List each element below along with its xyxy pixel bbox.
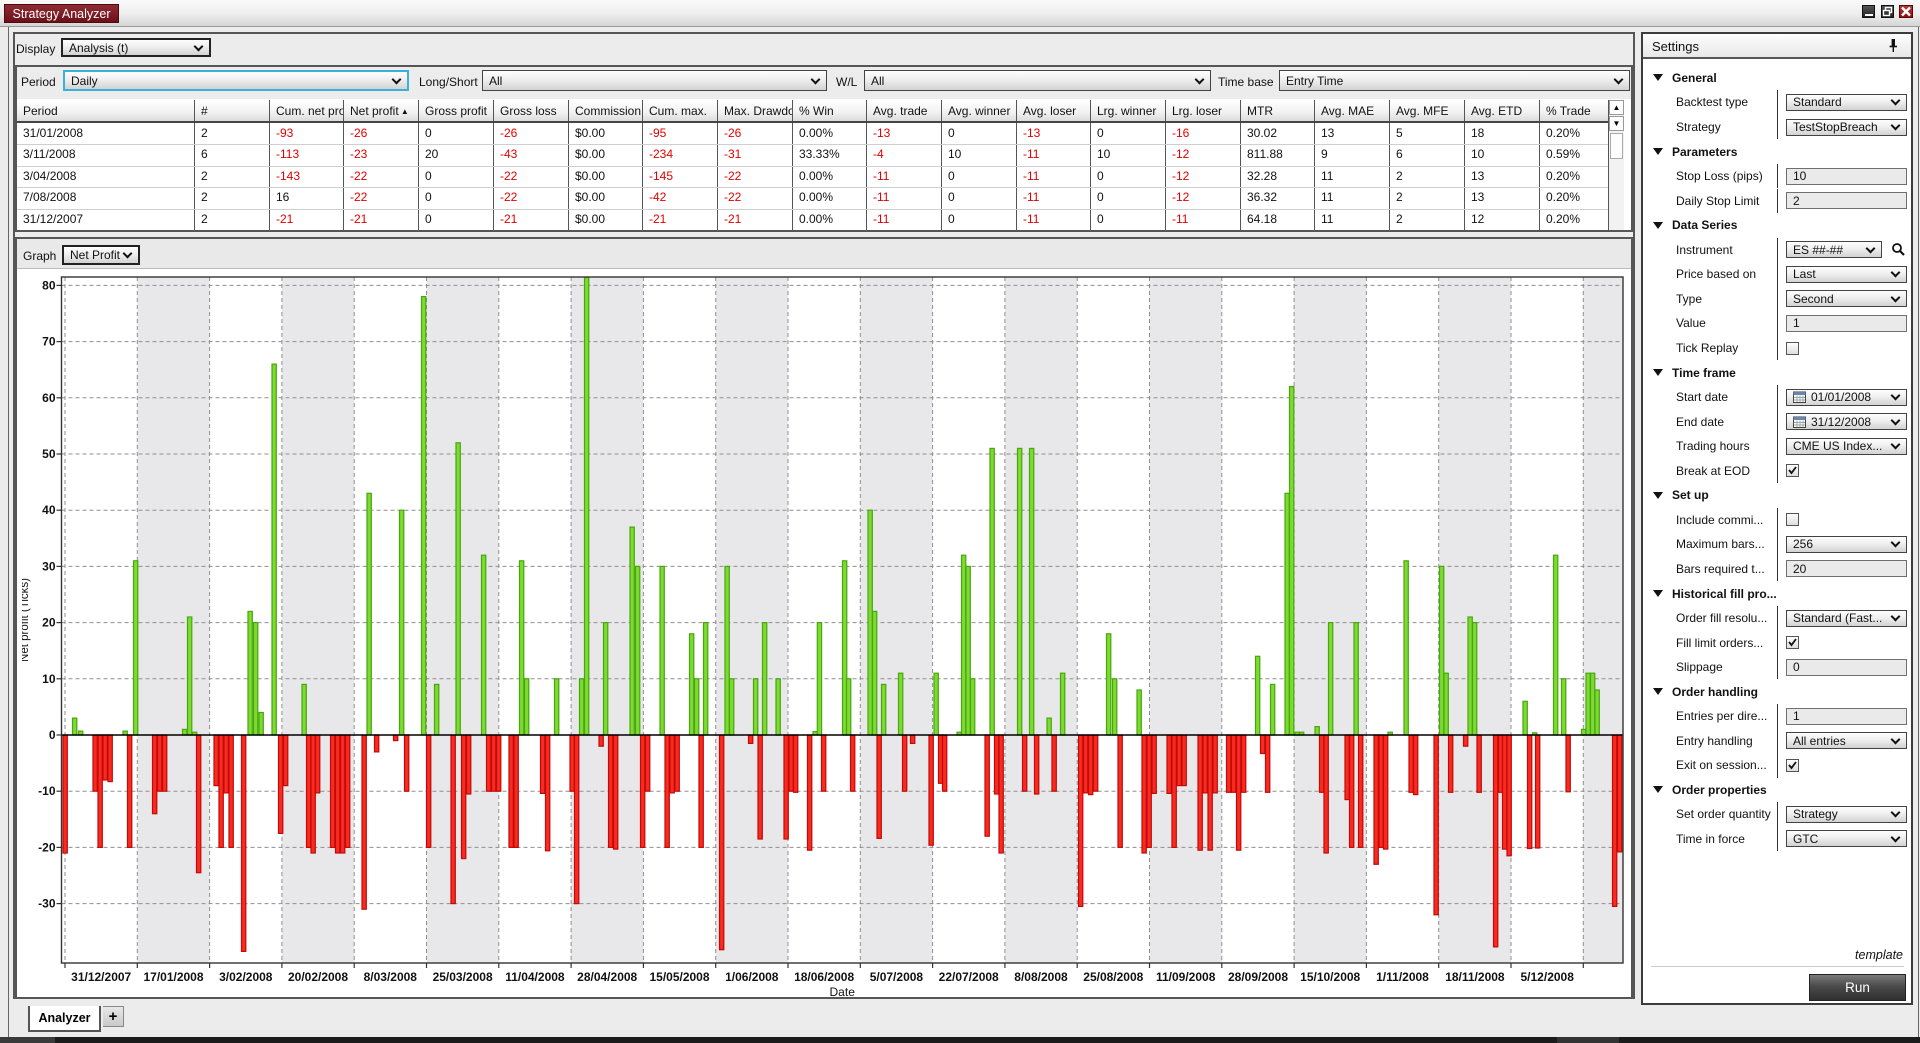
- svg-text:5/12/2008: 5/12/2008: [1521, 970, 1575, 984]
- svg-text:8/08/2008: 8/08/2008: [1014, 970, 1068, 984]
- svg-text:0: 0: [49, 728, 56, 742]
- svg-text:20: 20: [42, 616, 56, 630]
- svg-text:8/03/2008: 8/03/2008: [364, 970, 418, 984]
- svg-text:70: 70: [42, 335, 56, 349]
- svg-text:11/09/2008: 11/09/2008: [1156, 970, 1216, 984]
- svg-text:60: 60: [42, 391, 56, 405]
- svg-text:20/02/2008: 20/02/2008: [288, 970, 348, 984]
- svg-text:22/07/2008: 22/07/2008: [939, 970, 999, 984]
- svg-text:25/08/2008: 25/08/2008: [1083, 970, 1143, 984]
- svg-text:11/04/2008: 11/04/2008: [505, 970, 565, 984]
- svg-text:-30: -30: [38, 897, 56, 911]
- svg-text:28/04/2008: 28/04/2008: [577, 970, 637, 984]
- svg-text:15/05/2008: 15/05/2008: [649, 970, 709, 984]
- svg-text:Date: Date: [830, 985, 856, 999]
- svg-text:25/03/2008: 25/03/2008: [433, 970, 493, 984]
- svg-text:18/06/2008: 18/06/2008: [794, 970, 854, 984]
- svg-text:3/02/2008: 3/02/2008: [219, 970, 273, 984]
- svg-text:-20: -20: [38, 840, 56, 854]
- svg-text:30: 30: [42, 559, 56, 573]
- svg-text:17/01/2008: 17/01/2008: [143, 970, 203, 984]
- svg-text:40: 40: [42, 503, 56, 517]
- svg-text:10: 10: [42, 672, 56, 686]
- svg-text:-10: -10: [38, 784, 56, 798]
- svg-text:31/12/2007: 31/12/2007: [71, 970, 131, 984]
- svg-text:18/11/2008: 18/11/2008: [1445, 970, 1505, 984]
- svg-text:50: 50: [42, 447, 56, 461]
- svg-text:Net profit (Ticks): Net profit (Ticks): [22, 578, 31, 662]
- svg-text:1/11/2008: 1/11/2008: [1376, 970, 1429, 984]
- svg-text:1/06/2008: 1/06/2008: [725, 970, 779, 984]
- svg-text:28/09/2008: 28/09/2008: [1228, 970, 1288, 984]
- svg-text:80: 80: [42, 278, 56, 292]
- svg-text:15/10/2008: 15/10/2008: [1300, 970, 1360, 984]
- svg-text:5/07/2008: 5/07/2008: [870, 970, 924, 984]
